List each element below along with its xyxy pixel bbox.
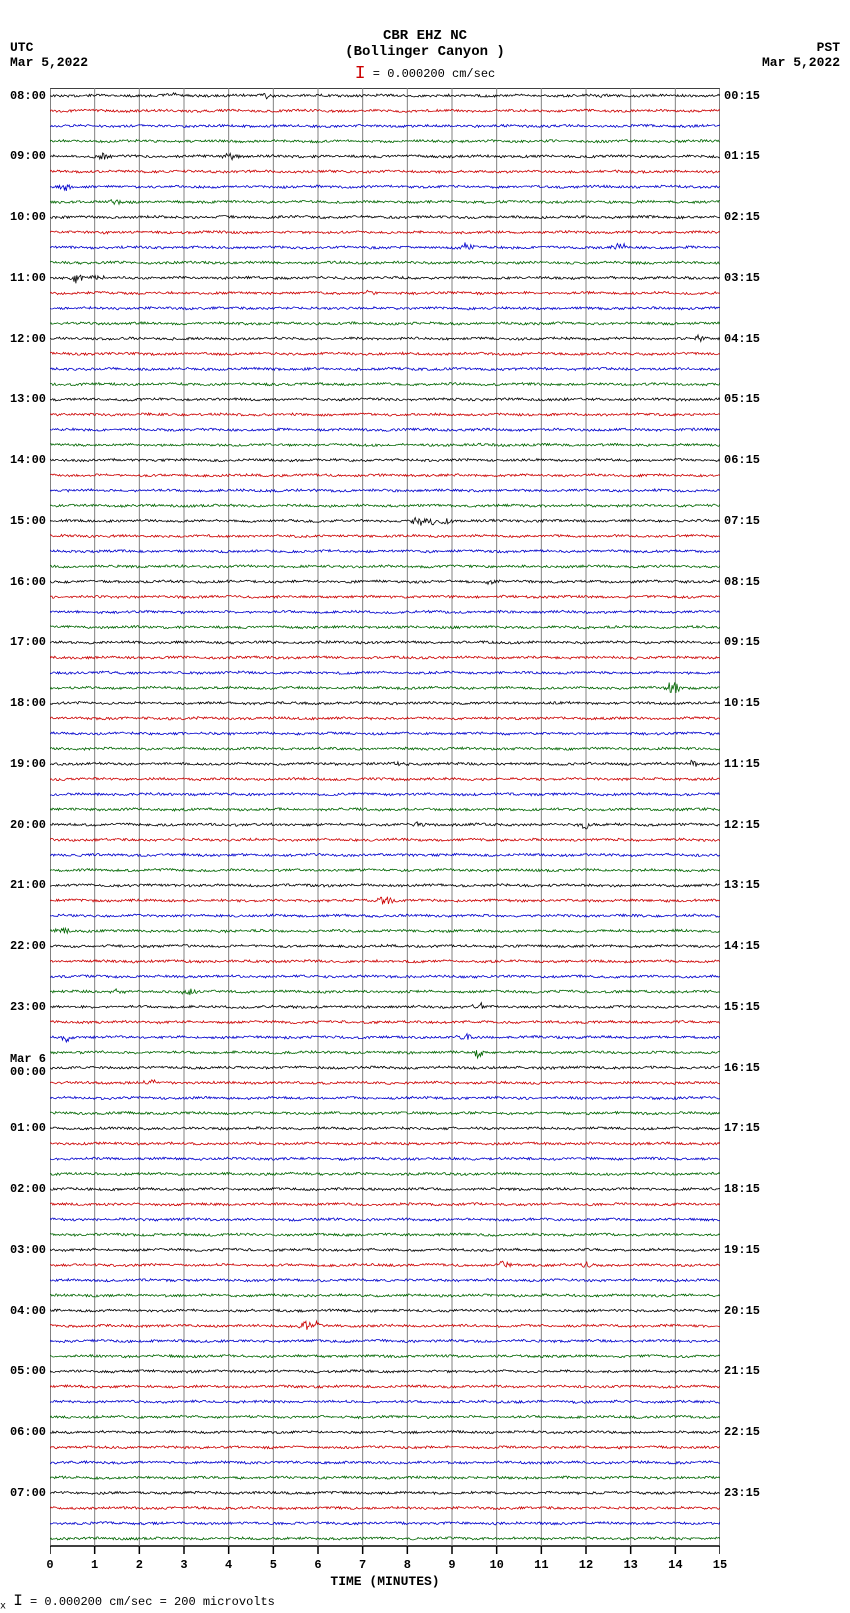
right-time-label: 00:15 xyxy=(724,89,760,103)
left-time-label: 22:00 xyxy=(10,939,46,953)
station-title: CBR EHZ NC xyxy=(0,28,850,44)
left-time-label: 18:00 xyxy=(10,696,46,710)
right-time-label: 06:15 xyxy=(724,453,760,467)
helicorder-svg xyxy=(50,88,720,1558)
right-time-label: 18:15 xyxy=(724,1182,760,1196)
left-date-change: Mar 600:00 xyxy=(10,1053,46,1079)
right-time-label: 10:15 xyxy=(724,696,760,710)
tz-left-block: UTC Mar 5,2022 xyxy=(10,40,88,70)
scale-indicator: I = 0.000200 cm/sec xyxy=(355,64,495,84)
x-tick-label: 7 xyxy=(359,1558,366,1572)
tz-right-date: Mar 5,2022 xyxy=(762,55,840,70)
right-time-label: 20:15 xyxy=(724,1304,760,1318)
left-time-label: 20:00 xyxy=(10,818,46,832)
tz-right-block: PST Mar 5,2022 xyxy=(762,40,840,70)
footer-scale: x I = 0.000200 cm/sec = 200 microvolts xyxy=(0,1592,275,1612)
left-time-label: 14:00 xyxy=(10,453,46,467)
x-tick-label: 3 xyxy=(180,1558,187,1572)
left-time-label: 17:00 xyxy=(10,635,46,649)
x-tick-label: 10 xyxy=(489,1558,503,1572)
right-time-label: 03:15 xyxy=(724,271,760,285)
left-time-label: 21:00 xyxy=(10,878,46,892)
right-time-label: 07:15 xyxy=(724,514,760,528)
left-time-label: 11:00 xyxy=(10,271,46,285)
right-time-label: 05:15 xyxy=(724,392,760,406)
x-tick-label: 12 xyxy=(579,1558,593,1572)
x-tick-label: 9 xyxy=(448,1558,455,1572)
x-tick-label: 15 xyxy=(713,1558,727,1572)
tz-right-name: PST xyxy=(762,40,840,55)
x-tick-label: 13 xyxy=(623,1558,637,1572)
x-tick-label: 8 xyxy=(404,1558,411,1572)
x-tick-label: 14 xyxy=(668,1558,682,1572)
right-time-label: 16:15 xyxy=(724,1061,760,1075)
right-time-label: 12:15 xyxy=(724,818,760,832)
x-tick-label: 11 xyxy=(534,1558,548,1572)
station-subtitle: (Bollinger Canyon ) xyxy=(0,44,850,60)
x-tick-label: 1 xyxy=(91,1558,98,1572)
x-axis: TIME (MINUTES) 0123456789101112131415 xyxy=(50,1546,720,1586)
right-time-label: 19:15 xyxy=(724,1243,760,1257)
left-time-label: 03:00 xyxy=(10,1243,46,1257)
left-time-label: 16:00 xyxy=(10,575,46,589)
tz-left-date: Mar 5,2022 xyxy=(10,55,88,70)
right-time-label: 04:15 xyxy=(724,332,760,346)
x-tick-label: 5 xyxy=(270,1558,277,1572)
left-time-label: 05:00 xyxy=(10,1364,46,1378)
left-time-label: 09:00 xyxy=(10,149,46,163)
right-time-label: 15:15 xyxy=(724,1000,760,1014)
left-time-label: 02:00 xyxy=(10,1182,46,1196)
left-time-label: 07:00 xyxy=(10,1486,46,1500)
seismogram-container: CBR EHZ NC (Bollinger Canyon ) I = 0.000… xyxy=(0,0,850,1613)
right-time-label: 02:15 xyxy=(724,210,760,224)
left-time-label: 10:00 xyxy=(10,210,46,224)
footer-text: = 0.000200 cm/sec = 200 microvolts xyxy=(30,1595,275,1609)
x-tick-label: 0 xyxy=(46,1558,53,1572)
chart-header: CBR EHZ NC (Bollinger Canyon ) xyxy=(0,28,850,60)
left-time-label: 12:00 xyxy=(10,332,46,346)
right-time-axis: 00:15 01:15 02:15 03:15 04:15 05:15 06:15 07:15… xyxy=(722,88,812,1546)
right-time-label: 08:15 xyxy=(724,575,760,589)
footer-bar-icon: I xyxy=(13,1592,23,1610)
right-time-label: 13:15 xyxy=(724,878,760,892)
left-time-axis: 08:00 09:00 10:00 11:00 12:00 13:00 14:00 15:00… xyxy=(0,88,48,1546)
left-time-label: 04:00 xyxy=(10,1304,46,1318)
right-time-label: 21:15 xyxy=(724,1364,760,1378)
left-time-label: 01:00 xyxy=(10,1121,46,1135)
x-tick-label: 2 xyxy=(136,1558,143,1572)
tz-left-name: UTC xyxy=(10,40,88,55)
x-axis-title: TIME (MINUTES) xyxy=(50,1574,720,1589)
left-time-label: 08:00 xyxy=(10,89,46,103)
helicorder-plot xyxy=(50,88,720,1546)
right-time-label: 23:15 xyxy=(724,1486,760,1500)
left-time-label: 19:00 xyxy=(10,757,46,771)
right-time-label: 11:15 xyxy=(724,757,760,771)
scale-bar-icon: I xyxy=(355,64,366,84)
left-time-label: 13:00 xyxy=(10,392,46,406)
scale-bar-label: = 0.000200 cm/sec xyxy=(373,67,495,81)
x-tick-label: 4 xyxy=(225,1558,232,1572)
footer-mark: x xyxy=(0,1601,6,1612)
right-time-label: 09:15 xyxy=(724,635,760,649)
right-time-label: 14:15 xyxy=(724,939,760,953)
right-time-label: 01:15 xyxy=(724,149,760,163)
right-time-label: 22:15 xyxy=(724,1425,760,1439)
left-time-label: 23:00 xyxy=(10,1000,46,1014)
left-time-label: 06:00 xyxy=(10,1425,46,1439)
right-time-label: 17:15 xyxy=(724,1121,760,1135)
left-time-label: 15:00 xyxy=(10,514,46,528)
x-tick-label: 6 xyxy=(314,1558,321,1572)
